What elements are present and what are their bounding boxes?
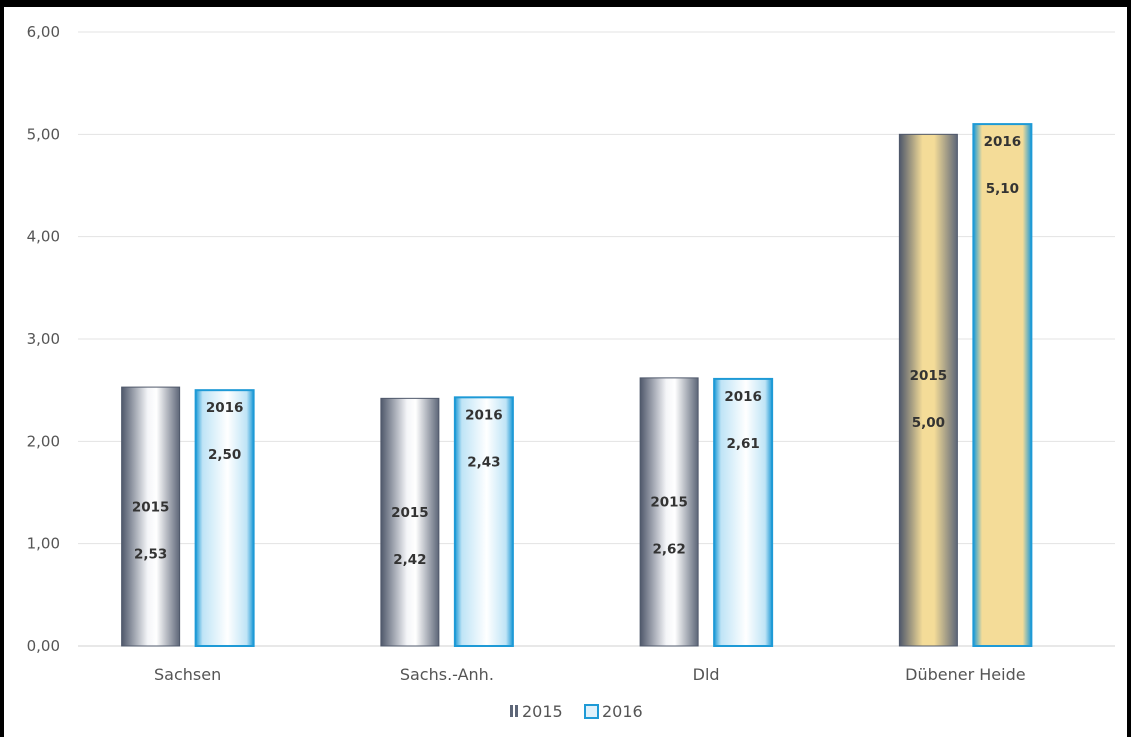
x-category-label: Dübener Heide: [905, 665, 1025, 684]
bar-2016-0: [194, 389, 255, 647]
bar-2016-2: [713, 377, 774, 647]
y-tick-label: 1,00: [27, 535, 60, 553]
bar-2015-3: [898, 133, 958, 647]
legend-label-2016: 2016: [602, 702, 643, 721]
data-label-value: 2,42: [393, 552, 426, 568]
y-tick-label: 5,00: [27, 125, 60, 143]
bar-2015-2: [639, 377, 699, 647]
data-label-value: 5,00: [912, 415, 945, 431]
bar-2015-0: [121, 386, 181, 647]
data-label-series: 2015: [650, 495, 688, 511]
data-label-series: 2016: [984, 134, 1022, 150]
legend: 2015 2016: [510, 702, 643, 721]
data-label-series: 2016: [724, 389, 762, 405]
data-label-series: 2016: [206, 400, 244, 416]
data-label-value: 2,53: [134, 546, 167, 562]
data-label-value: 2,62: [652, 542, 685, 558]
y-tick-label: 2,00: [27, 432, 60, 450]
x-category-label: Sachsen: [154, 665, 221, 684]
y-tick-label: 4,00: [27, 228, 60, 246]
data-label-value: 2,50: [208, 447, 241, 463]
data-label-value: 5,10: [986, 181, 1019, 197]
data-label-series: 2015: [910, 368, 948, 384]
y-tick-label: 6,00: [27, 23, 60, 41]
bars: 2015 2,53 2016 2,50 2015 2,42 2016 2,43 2015 2,62…: [121, 123, 1033, 648]
data-label-series: 2015: [391, 505, 429, 521]
bar-2016-1: [453, 396, 514, 647]
y-tick-label: 0,00: [27, 637, 60, 655]
data-label-value: 2,43: [467, 454, 500, 470]
bar-2015-1: [380, 397, 440, 647]
bar-2016-3: [972, 123, 1033, 648]
y-axis-ticks: 0,00 1,00 2,00 3,00 4,00 5,00 6,00: [27, 23, 60, 655]
y-tick-label: 3,00: [27, 330, 60, 348]
data-label-series: 2016: [465, 407, 503, 423]
legend-swatch-2015-b: [515, 705, 518, 717]
x-axis-categories: Sachsen Sachs.-Anh. Dld Dübener Heide: [154, 665, 1026, 684]
legend-swatch-2015-a: [510, 705, 513, 717]
data-label-series: 2015: [132, 499, 170, 515]
x-category-label: Dld: [693, 665, 720, 684]
data-label-value: 2,61: [726, 436, 759, 452]
legend-label-2015: 2015: [522, 702, 563, 721]
legend-swatch-2016: [584, 704, 599, 719]
x-category-label: Sachs.-Anh.: [400, 665, 494, 684]
